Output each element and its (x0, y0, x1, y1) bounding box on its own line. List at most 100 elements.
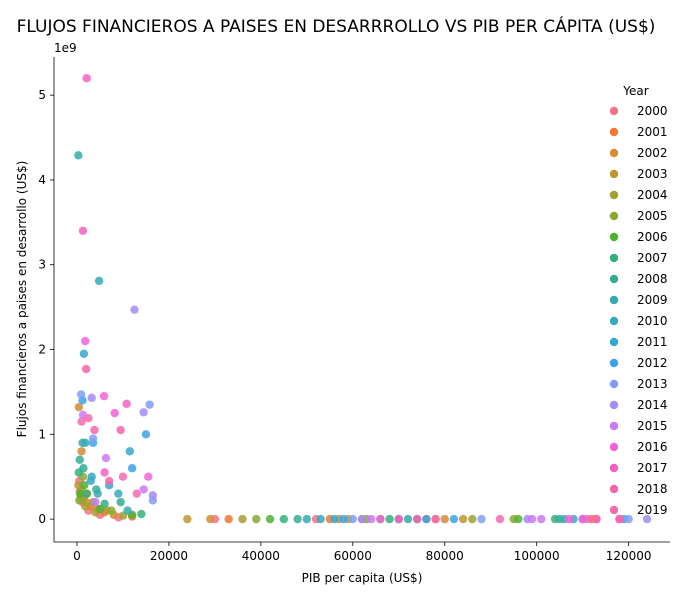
data-point-2011 (422, 514, 431, 524)
legend-marker (609, 274, 619, 284)
data-point-2003 (458, 514, 468, 524)
y-tick-label: 5 (38, 88, 46, 102)
data-point-2013 (145, 400, 154, 409)
y-tick-label: 1 (38, 427, 46, 441)
legend-entry-label: 2003 (637, 167, 668, 181)
data-point-2014 (148, 491, 158, 500)
data-point-2019 (592, 514, 601, 524)
x-axis-label: PIB per capita (US$) (302, 571, 423, 585)
data-point-2008 (116, 497, 125, 507)
data-point-2007 (82, 489, 91, 498)
legend-entry-label: 2012 (637, 356, 668, 370)
data-point-2013 (348, 514, 358, 524)
data-point-2016 (110, 408, 119, 418)
data-point-2015 (366, 514, 376, 524)
data-point-2014 (87, 393, 96, 403)
legend-entry-label: 2007 (637, 251, 668, 265)
x-tick-label: 0 (73, 549, 81, 563)
legend-marker (609, 379, 619, 389)
data-point-2011 (125, 447, 135, 456)
data-point-2015 (139, 485, 148, 494)
data-point-2002 (440, 514, 449, 524)
data-point-2012 (127, 464, 137, 473)
data-point-2018 (81, 364, 91, 374)
legend-marker (609, 358, 619, 368)
legend-marker (609, 148, 619, 158)
data-point-2004 (81, 502, 90, 511)
data-point-2007 (100, 499, 109, 509)
legend-entry-label: 2018 (637, 482, 668, 496)
data-point-2005 (107, 506, 116, 515)
legend-marker (609, 316, 619, 326)
data-point-2011 (86, 476, 95, 486)
data-point-2019 (77, 417, 86, 426)
legend-entry-label: 2014 (637, 398, 668, 412)
data-point-2018 (90, 425, 99, 435)
data-point-2013 (624, 514, 633, 524)
y-axis: 0 1 2 3 4 5 (38, 57, 55, 542)
legend-marker (609, 106, 619, 116)
data-point-2019 (118, 472, 128, 481)
data-point-2009 (123, 506, 132, 515)
legend-entry-label: 2015 (637, 419, 668, 433)
data-point-2013 (477, 514, 486, 524)
data-point-2005 (252, 514, 261, 524)
data-point-2018 (116, 425, 125, 435)
y-tick-label: 3 (38, 258, 46, 272)
data-point-2002 (77, 447, 86, 456)
y-tick-label: 0 (38, 512, 46, 526)
legend-entry-label: 2001 (637, 125, 668, 139)
x-tick-label: 60000 (334, 549, 372, 563)
data-point-2017 (78, 226, 88, 236)
x-tick-label: 80000 (426, 549, 464, 563)
chart-title: FLUJOS FINANCIEROS A PAISES EN DESARRROL… (17, 15, 656, 37)
legend-marker (609, 505, 619, 515)
data-point-2012 (141, 430, 151, 439)
data-point-2010 (114, 489, 123, 498)
data-point-2014 (139, 408, 148, 417)
legend-marker (609, 127, 619, 137)
legend-entry-label: 2004 (637, 188, 668, 202)
legend-marker (609, 190, 619, 200)
x-tick-label: 20000 (150, 549, 188, 563)
legend-entry-label: 2013 (637, 377, 668, 391)
data-point-2017 (394, 514, 403, 524)
legend-marker (609, 400, 619, 410)
y-tick-label: 2 (38, 343, 46, 357)
data-point-2019 (84, 414, 93, 423)
data-point-2015 (101, 453, 111, 463)
data-point-2009 (93, 489, 102, 498)
data-point-2006 (514, 514, 523, 524)
data-point-2017 (122, 399, 131, 408)
data-point-2006 (265, 514, 275, 524)
data-point-2004 (238, 514, 247, 524)
legend-marker (609, 463, 619, 473)
legend-entry-label: 2016 (637, 440, 668, 454)
legend-entry-label: 2011 (637, 335, 668, 349)
data-point-2007 (279, 514, 289, 524)
data-point-2018 (412, 514, 422, 524)
legend-title: Year (622, 84, 648, 98)
legend-marker (609, 442, 619, 452)
data-point-2019 (431, 514, 440, 524)
legend-marker (609, 484, 619, 494)
data-point-2017 (100, 468, 109, 477)
data-point-2008 (79, 464, 88, 473)
legend-entry-label: 2000 (637, 104, 668, 118)
legend-marker (609, 232, 619, 242)
legend: Year 2000 2001 2002 2003 2004 2005 2006 2007 2008… (609, 84, 668, 517)
data-point-2009 (302, 514, 312, 524)
data-point-2015 (527, 514, 537, 524)
legend-entry-label: 2008 (637, 272, 668, 286)
legend-marker (609, 253, 619, 263)
data-point-2002 (74, 402, 84, 412)
legend-marker (609, 421, 619, 431)
data-point-2007 (137, 509, 146, 519)
legend-entry-label: 2002 (637, 146, 668, 160)
data-point-2010 (316, 514, 325, 524)
data-point-2011 (79, 349, 89, 358)
data-point-2009 (74, 151, 83, 160)
data-point-2003 (183, 514, 192, 524)
data-point-2013 (88, 434, 98, 443)
